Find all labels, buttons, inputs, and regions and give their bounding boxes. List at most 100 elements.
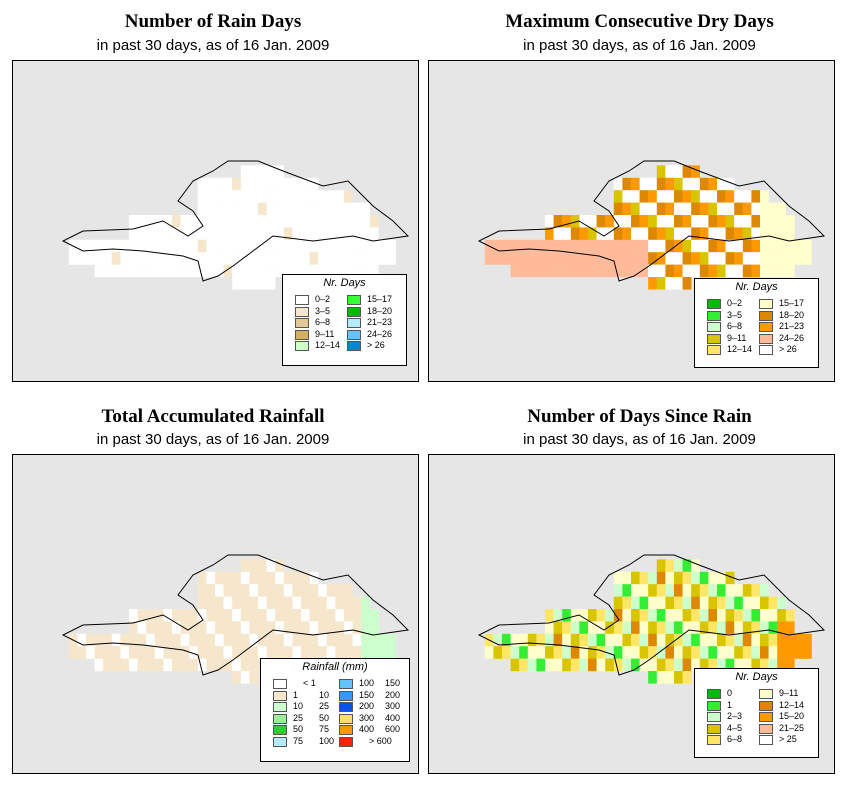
- legend-swatch: [273, 725, 287, 735]
- map-cell: [553, 215, 563, 228]
- map-cell: [631, 227, 640, 240]
- map-cell: [223, 239, 233, 253]
- map-cell: [309, 252, 319, 265]
- map-cell: [240, 596, 250, 610]
- map-cell: [223, 646, 233, 659]
- legend-swatch: [339, 679, 353, 689]
- map-cell: [240, 202, 250, 216]
- map-cell: [361, 621, 370, 634]
- map-cell: [613, 596, 623, 610]
- map-cell: [639, 633, 649, 647]
- map-cell: [352, 621, 362, 634]
- map-cell: [301, 633, 310, 647]
- map-cell: [553, 239, 563, 253]
- map-cell: [258, 177, 267, 191]
- map-cell: [249, 658, 259, 672]
- map-cell: [742, 215, 752, 228]
- map-cell: [77, 646, 87, 659]
- map-cell: [129, 633, 138, 647]
- map-cell: [292, 252, 302, 265]
- legend-swatch: [759, 333, 773, 344]
- legend-swatch: [347, 329, 361, 340]
- map-cell: [283, 190, 293, 203]
- legend-swatch: [339, 725, 353, 735]
- map-cell: [172, 609, 181, 622]
- map-cell: [579, 646, 589, 659]
- map-cell: [240, 239, 250, 253]
- map-cell: [553, 633, 563, 647]
- map-cell: [223, 571, 233, 585]
- map-cell: [760, 584, 769, 597]
- map-cell: [562, 227, 571, 240]
- legend-label: 6–8: [727, 734, 743, 744]
- map-cell: [232, 215, 241, 228]
- map-cell: [682, 190, 692, 203]
- map-cell: [639, 571, 649, 585]
- map-cell: [648, 264, 657, 278]
- map-cell: [699, 584, 709, 597]
- map-cell: [258, 633, 267, 647]
- map-cell: [674, 177, 683, 191]
- map-cell: [493, 646, 503, 659]
- map-cell: [717, 571, 726, 585]
- legend-swatch: [339, 713, 353, 724]
- map-cell: [301, 227, 310, 240]
- map-cell: [613, 658, 623, 672]
- map-cell: [266, 202, 276, 216]
- map-cell: [794, 633, 804, 647]
- map-cell: [734, 621, 743, 634]
- map-cell: [249, 215, 259, 228]
- map-cell: [172, 658, 181, 672]
- map-cell: [588, 239, 597, 253]
- map-cell: [301, 252, 310, 265]
- map-cell: [502, 239, 511, 253]
- legend-label: 9–11: [727, 332, 747, 343]
- map-grid-days-since-rain: [477, 554, 826, 684]
- map-cell: [699, 252, 709, 265]
- map-cell: [742, 658, 752, 672]
- map-cell: [326, 621, 336, 634]
- map-cell: [335, 621, 345, 634]
- map-cell: [309, 646, 319, 659]
- map-cell: [258, 165, 267, 178]
- map-cell: [648, 227, 657, 240]
- map-cell: [691, 252, 700, 265]
- map-cell: [335, 202, 345, 216]
- map-cell: [785, 609, 795, 622]
- map-cell: [240, 559, 250, 572]
- map-cell: [369, 646, 379, 659]
- map-cell: [326, 646, 336, 659]
- map-cell: [734, 190, 743, 203]
- map-cell: [665, 621, 675, 634]
- map-cell: [545, 227, 554, 240]
- map-cell: [622, 596, 632, 610]
- map-cell: [111, 264, 121, 278]
- map-cell: [77, 633, 87, 647]
- map-cell: [301, 584, 310, 597]
- map-cell: [258, 646, 267, 659]
- map-cell: [691, 621, 700, 634]
- map-cell: [579, 658, 589, 672]
- legend-swatch: [295, 341, 309, 351]
- map-cell: [656, 646, 666, 659]
- map-cell: [318, 264, 327, 278]
- legend-label-low: 10: [293, 701, 304, 711]
- map-cell: [613, 252, 623, 265]
- map-cell: [570, 658, 580, 672]
- map-cell: [545, 215, 554, 228]
- map-cell: [266, 596, 276, 610]
- legend-label: 6–8: [727, 321, 743, 331]
- legend-label: > 25: [779, 734, 797, 744]
- panel-rain-days: Number of Rain Days in past 30 days, as …: [0, 0, 426, 396]
- map-cell: [734, 658, 743, 672]
- map-cell: [94, 658, 104, 672]
- map-cell: [215, 239, 224, 253]
- map-cell: [283, 215, 293, 228]
- map-cell: [292, 202, 302, 216]
- map-cell: [309, 584, 319, 597]
- map-cell: [378, 252, 388, 265]
- map-cell: [596, 264, 606, 278]
- map-cell: [674, 596, 683, 610]
- map-cell: [613, 227, 623, 240]
- map-cell: [622, 584, 632, 597]
